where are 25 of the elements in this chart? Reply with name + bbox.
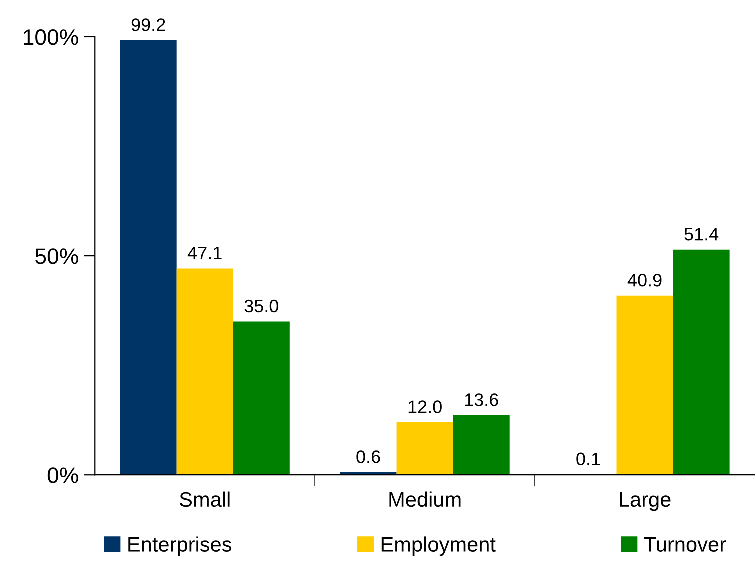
data-label: 40.9 [628,274,662,287]
bar [396,422,454,476]
bar [453,416,510,476]
data-label: 0.6 [356,450,380,464]
legend-label: Turnover [644,537,726,552]
data-label: 99.2 [132,18,166,32]
data-label: 51.4 [684,228,719,241]
bar [616,296,674,476]
y-tick-label: 0% [48,468,78,484]
data-label: 13.6 [465,394,498,406]
data-label: 47.1 [188,247,222,260]
x-tick-label: Medium [390,492,461,508]
bar [120,40,177,476]
legend-label: Employment [382,536,496,556]
y-tick-label: 100% [24,30,78,46]
bar [233,322,290,476]
bar [673,250,730,476]
data-label: 35.0 [244,300,279,313]
legend-label: Enterprises [128,536,232,556]
x-tick-label: Large [620,492,671,512]
x-tick-label: Small [180,492,230,508]
data-label: 12.0 [408,400,442,414]
data-label: 0.1 [576,452,600,466]
y-tick-label: 50% [36,248,78,264]
bar [176,268,234,476]
